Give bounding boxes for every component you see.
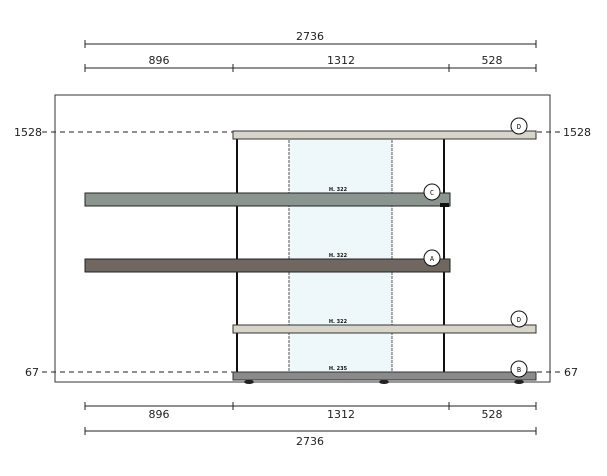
top-segment-label: 896 [149,54,170,67]
level-top-left-label: 1528 [14,126,42,139]
feet [244,380,524,384]
shelf-d-top [232,130,537,140]
tag-circle: D [510,310,528,328]
height-label: H. 235 [329,366,348,372]
top-segment-label: 528 [482,54,503,67]
svg-text:D: D [517,123,521,131]
shelf-c [84,192,451,207]
top-segment-dimension [84,64,537,72]
svg-text:A: A [430,255,435,263]
svg-text:C: C [430,189,434,197]
level-bottom-right-label: 67 [564,366,578,379]
shelf-b [232,371,537,381]
level-bottom-left-label: 67 [25,366,39,379]
bottom-segment-label: 528 [482,408,503,421]
svg-text:D: D [517,316,521,324]
bottom-segment-label: 896 [149,408,170,421]
bottom-total-dimension [84,427,537,435]
height-label: H. 322 [329,319,348,325]
wall-outline [54,94,551,383]
height-label: H. 322 [329,253,348,259]
top-total-dimension [84,40,537,48]
tag-circle: A [423,249,441,267]
tag-circle: B [510,360,528,378]
bottom-segment-dimension [84,402,537,410]
level-top-right-label: 1528 [563,126,591,139]
shelf-d-lower [232,324,537,334]
height-label: H. 322 [329,187,348,193]
bottom-total-label: 2736 [296,435,324,448]
tag-circle: C [423,183,441,201]
bottom-segment-label: 1312 [327,408,355,421]
shelf-a [84,258,451,273]
svg-text:B: B [517,366,521,374]
top-segment-label: 1312 [327,54,355,67]
top-total-label: 2736 [296,30,324,43]
bracket [440,203,449,207]
tag-circle: D [510,117,528,135]
